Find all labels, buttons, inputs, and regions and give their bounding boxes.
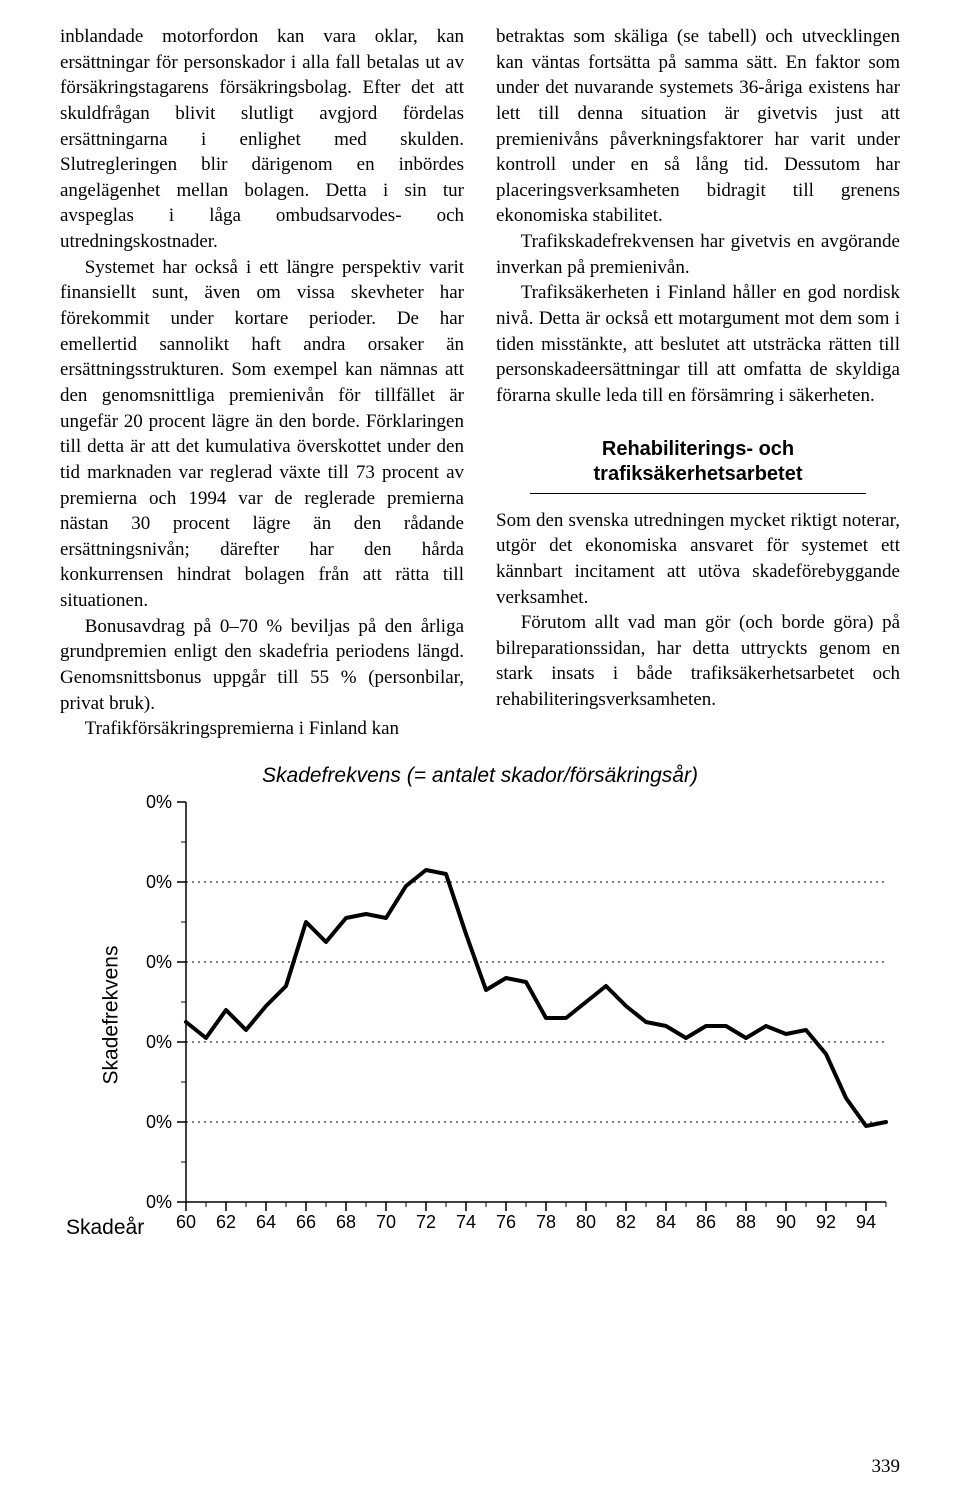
svg-text:88: 88	[736, 1212, 756, 1232]
two-column-text: inblandade motorfordon kan vara oklar, k…	[60, 24, 900, 742]
svg-text:78: 78	[536, 1212, 556, 1232]
svg-text:60: 60	[176, 1212, 196, 1232]
chart-area: Skadefrekvens Skadeår 2,0% 3,0% 4,0% 5,0% 6,…	[60, 794, 900, 1254]
svg-text:76: 76	[496, 1212, 516, 1232]
svg-text:84: 84	[656, 1212, 676, 1232]
svg-text:7,0%: 7,0%	[146, 794, 172, 812]
x-axis-label: Skadeår	[66, 1216, 144, 1240]
paragraph: betraktas som skäliga (se tabell) och ut…	[496, 24, 900, 229]
svg-text:2,0%: 2,0%	[146, 1192, 172, 1212]
svg-text:74: 74	[456, 1212, 476, 1232]
heading-rule	[530, 493, 866, 494]
svg-text:90: 90	[776, 1212, 796, 1232]
svg-text:6,0%: 6,0%	[146, 872, 172, 892]
svg-text:94: 94	[856, 1212, 876, 1232]
paragraph: Förutom allt vad man gör (och borde göra…	[496, 610, 900, 713]
paragraph: Trafiksäkerheten i Finland håller en god…	[496, 280, 900, 408]
svg-text:82: 82	[616, 1212, 636, 1232]
svg-text:66: 66	[296, 1212, 316, 1232]
svg-text:80: 80	[576, 1212, 596, 1232]
section-heading: Rehabiliterings- och trafiksäkerhetsarbe…	[496, 437, 900, 487]
svg-text:4,0%: 4,0%	[146, 1032, 172, 1052]
svg-text:62: 62	[216, 1212, 236, 1232]
paragraph: Trafikskadefrekvensen har givetvis en av…	[496, 229, 900, 280]
paragraph: Trafikförsäkringspremierna i Finland kan	[60, 716, 464, 742]
left-column: inblandade motorfordon kan vara oklar, k…	[60, 24, 464, 742]
page-number: 339	[872, 1456, 901, 1478]
svg-text:70: 70	[376, 1212, 396, 1232]
right-column: betraktas som skäliga (se tabell) och ut…	[496, 24, 900, 742]
svg-text:3,0%: 3,0%	[146, 1112, 172, 1132]
paragraph: Bonusavdrag på 0–70 % beviljas på den år…	[60, 614, 464, 717]
paragraph: Som den svenska utredningen mycket rikti…	[496, 508, 900, 611]
svg-text:72: 72	[416, 1212, 436, 1232]
svg-text:5,0%: 5,0%	[146, 952, 172, 972]
y-axis-label: Skadefrekvens	[99, 945, 123, 1084]
chart: Skadefrekvens (= antalet skador/försäkri…	[60, 764, 900, 1254]
svg-text:86: 86	[696, 1212, 716, 1232]
svg-text:68: 68	[336, 1212, 356, 1232]
page: inblandade motorfordon kan vara oklar, k…	[0, 0, 960, 1254]
paragraph: inblandade motorfordon kan vara oklar, k…	[60, 24, 464, 255]
chart-svg: 2,0% 3,0% 4,0% 5,0% 6,0% 7,0% 60 62 64 66 68 70 72 74…	[146, 794, 896, 1232]
svg-text:64: 64	[256, 1212, 276, 1232]
chart-title: Skadefrekvens (= antalet skador/försäkri…	[60, 764, 900, 788]
paragraph: Systemet har också i ett längre perspekt…	[60, 255, 464, 614]
svg-text:92: 92	[816, 1212, 836, 1232]
